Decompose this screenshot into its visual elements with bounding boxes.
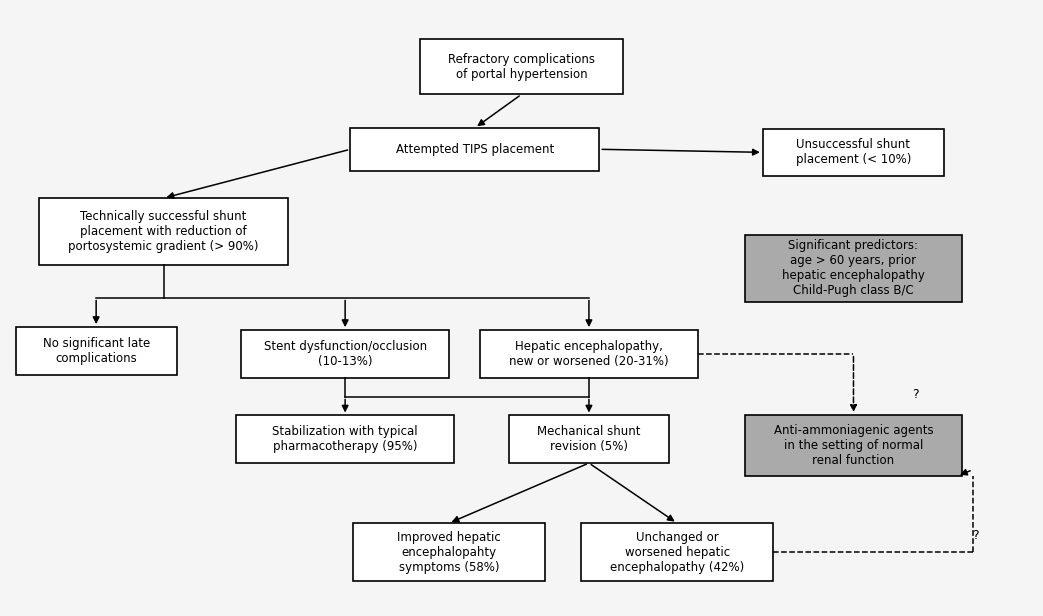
Text: Refractory complications
of portal hypertension: Refractory complications of portal hyper… bbox=[448, 53, 595, 81]
Text: Mechanical shunt
revision (5%): Mechanical shunt revision (5%) bbox=[537, 425, 640, 453]
Text: No significant late
complications: No significant late complications bbox=[43, 337, 150, 365]
Text: Unsuccessful shunt
placement (< 10%): Unsuccessful shunt placement (< 10%) bbox=[796, 139, 912, 166]
FancyBboxPatch shape bbox=[509, 415, 670, 463]
Text: ?: ? bbox=[972, 529, 979, 541]
FancyBboxPatch shape bbox=[480, 330, 698, 378]
FancyBboxPatch shape bbox=[241, 330, 448, 378]
Text: Anti-ammoniagenic agents
in the setting of normal
renal function: Anti-ammoniagenic agents in the setting … bbox=[774, 424, 933, 467]
FancyBboxPatch shape bbox=[350, 128, 600, 171]
Text: Attempted TIPS placement: Attempted TIPS placement bbox=[395, 143, 554, 156]
FancyBboxPatch shape bbox=[745, 415, 963, 476]
Text: Stent dysfunction/occlusion
(10-13%): Stent dysfunction/occlusion (10-13%) bbox=[264, 340, 427, 368]
Text: ?: ? bbox=[913, 388, 919, 401]
Text: Hepatic encephalopathy,
new or worsened (20-31%): Hepatic encephalopathy, new or worsened … bbox=[509, 340, 669, 368]
Text: Improved hepatic
encephalopahty
symptoms (58%): Improved hepatic encephalopahty symptoms… bbox=[397, 530, 501, 573]
Text: Stabilization with typical
pharmacotherapy (95%): Stabilization with typical pharmacothera… bbox=[272, 425, 418, 453]
FancyBboxPatch shape bbox=[745, 235, 963, 302]
Text: Significant predictors:
age > 60 years, prior
hepatic encephalopathy
Child-Pugh : Significant predictors: age > 60 years, … bbox=[782, 240, 925, 298]
FancyBboxPatch shape bbox=[16, 327, 176, 375]
FancyBboxPatch shape bbox=[39, 198, 288, 265]
FancyBboxPatch shape bbox=[420, 39, 623, 94]
Text: Technically successful shunt
placement with reduction of
portosystemic gradient : Technically successful shunt placement w… bbox=[69, 210, 259, 253]
FancyBboxPatch shape bbox=[762, 129, 944, 176]
FancyBboxPatch shape bbox=[581, 523, 773, 581]
Text: Unchanged or
worsened hepatic
encephalopathy (42%): Unchanged or worsened hepatic encephalop… bbox=[610, 530, 745, 573]
FancyBboxPatch shape bbox=[236, 415, 454, 463]
FancyBboxPatch shape bbox=[353, 523, 544, 581]
